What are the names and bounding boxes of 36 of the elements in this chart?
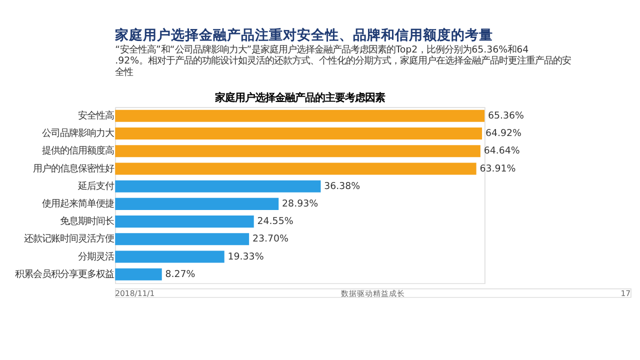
y-tick-label: 延后支付 — [76, 180, 114, 192]
bar — [115, 180, 321, 192]
chart-title: 家庭用户选择金融产品注重对安全性、品牌和信用额度的考量 — [114, 26, 494, 44]
data-label: 8.27% — [165, 268, 196, 280]
y-tick-label: 安全性高 — [78, 110, 114, 122]
bar — [115, 233, 250, 246]
text: 数据驱动精益成长 — [340, 289, 405, 298]
y-tick-label: 提供的信用额度高 — [42, 146, 114, 157]
bar — [115, 162, 476, 175]
data-label: 28.93% — [282, 198, 318, 210]
bar — [115, 145, 480, 158]
bar — [115, 216, 254, 228]
y-tick-label: 用户的信息保密性好 — [32, 163, 114, 174]
data-label: 63.91% — [480, 163, 516, 174]
data-label: 19.33% — [228, 251, 264, 262]
y-tick-label: 公司品牌影响力大 — [42, 128, 114, 140]
bar — [115, 110, 485, 122]
bar — [115, 250, 224, 263]
chart-subtitle: “安全性高”和“公司品牌影响力大”是家庭用户选择金融产品考虑因素的Top2，比例分别为65.36%和64.92%。相对于产品的功能设计如灵活的还款方式、个性化的分期方式，家庭用户在选择金融产品时更注重产品的安全性 — [115, 44, 572, 78]
y-tick-label: 还款记账时间灵活方便 — [24, 234, 114, 245]
y-tick-label: 分期灵活 — [78, 251, 114, 262]
text: 2018/11/1 — [115, 289, 155, 298]
text: 17 — [620, 289, 631, 298]
y-tick-label: 使用起来简单便捷 — [42, 198, 114, 210]
y-tick-label: 积累会员积分享更多权益 — [14, 268, 114, 280]
data-label: 64.92% — [485, 128, 522, 140]
bar — [115, 198, 279, 210]
data-label: 24.55% — [257, 216, 294, 228]
data-label: 36.38% — [324, 180, 360, 192]
bar — [115, 268, 162, 280]
y-tick-label: 免息期时间长 — [60, 216, 114, 228]
data-label: 23.70% — [252, 234, 289, 245]
bar — [115, 127, 482, 140]
data-label: 64.64% — [484, 146, 520, 157]
text: 家庭用户选择金融产品的主要考虑因素 — [214, 92, 385, 104]
data-label: 65.36% — [488, 110, 524, 122]
